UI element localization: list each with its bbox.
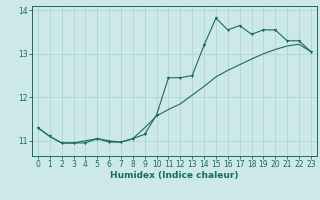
X-axis label: Humidex (Indice chaleur): Humidex (Indice chaleur) <box>110 171 239 180</box>
